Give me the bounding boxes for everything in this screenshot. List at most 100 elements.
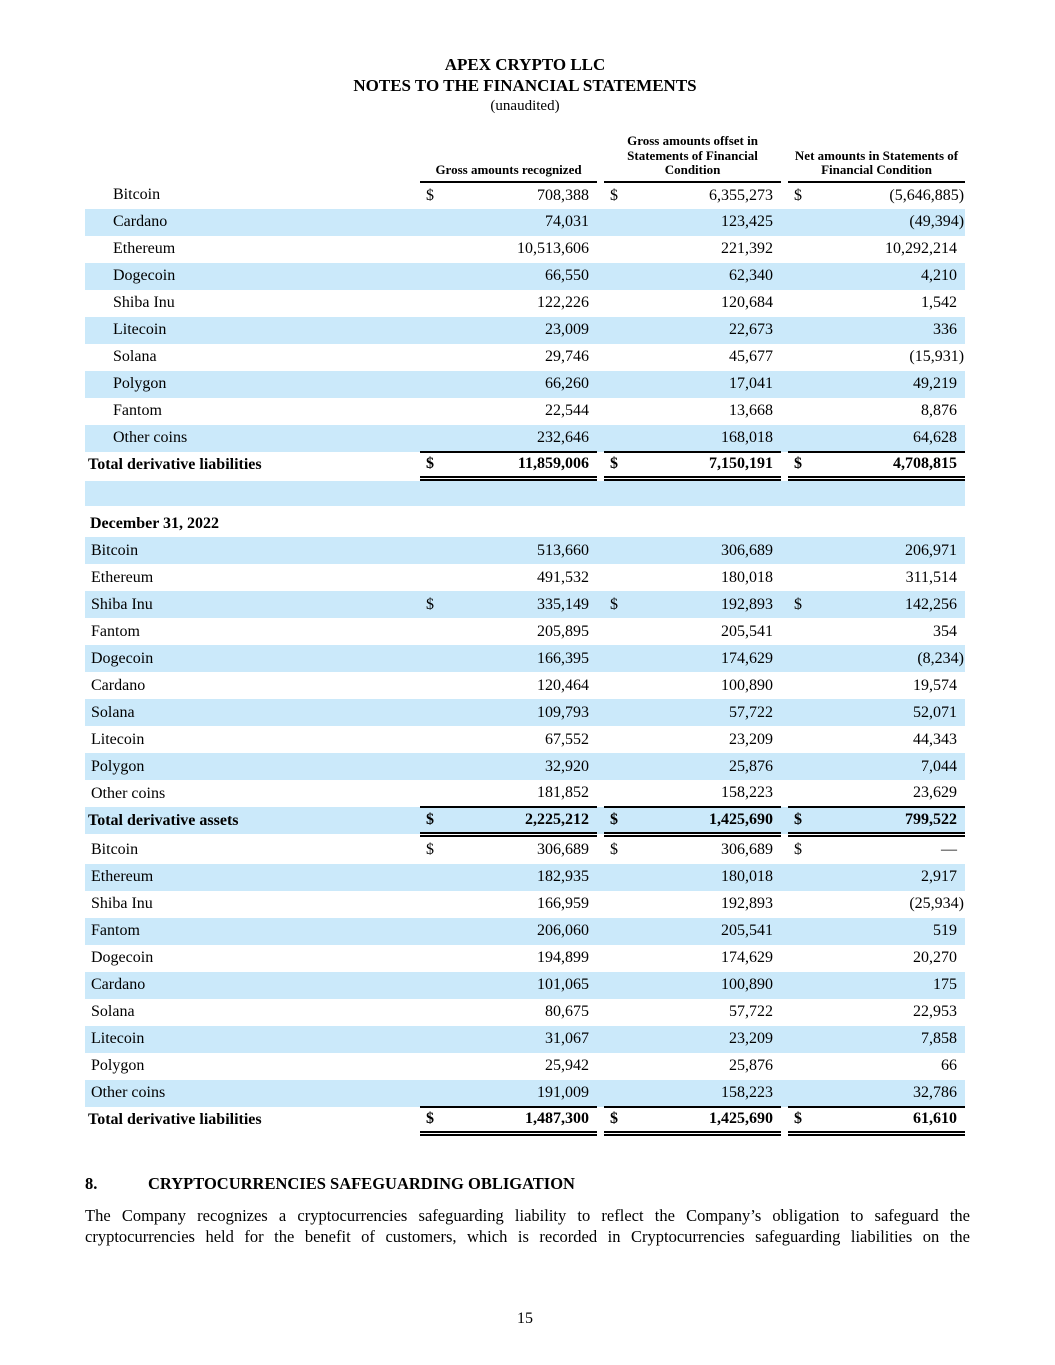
amount-cell: 10,292,214 [885, 240, 958, 257]
row-label: Total derivative liabilities [88, 456, 262, 473]
column-gap [781, 837, 788, 864]
row-label: Fantom [113, 402, 162, 419]
currency-symbol: $ [610, 186, 619, 204]
currency-symbol [604, 891, 636, 918]
column-gap [781, 1079, 788, 1107]
currency-symbol [788, 208, 821, 236]
amount-cell: 4,708,815 [820, 451, 966, 481]
column-gap [597, 945, 604, 972]
currency-symbol [420, 1025, 452, 1053]
row-label: Cardano [85, 208, 420, 236]
column-gap [597, 452, 604, 479]
currency-symbol [788, 917, 820, 945]
currency-symbol [604, 672, 636, 699]
column-header: Net amounts in Statements of Financial C… [788, 134, 966, 183]
amount-cell: 4,210 [820, 262, 966, 290]
amount-cell: 66,260 [452, 370, 598, 398]
currency-symbol [604, 564, 636, 591]
amount-cell: 25,942 [545, 1057, 589, 1074]
table-row: Dogecoin 194,899 174,629 20,270 [85, 945, 965, 972]
amount-cell: 23,629 [820, 780, 965, 808]
currency-symbol: $ [794, 841, 802, 858]
currency-symbol [604, 945, 636, 972]
column-gap [781, 645, 788, 672]
currency-symbol [604, 618, 636, 645]
currency-symbol: $ [420, 1106, 452, 1136]
column-gap [781, 999, 788, 1026]
column-gap [597, 999, 604, 1026]
amount-cell: 311,514 [905, 568, 957, 586]
column-gap [597, 645, 604, 672]
amount-cell: 232,646 [452, 424, 598, 453]
column-gap [781, 1107, 788, 1134]
currency-symbol [420, 672, 452, 699]
table-row: Bitcoin $708,388 $6,355,273 $ (5,646,885) [85, 182, 965, 209]
amount-cell: 8,876 [921, 402, 958, 419]
row-label: Shiba Inu [85, 591, 420, 618]
currency-symbol [604, 537, 636, 564]
column-gap [781, 564, 788, 591]
column-gap [597, 1079, 604, 1107]
currency-symbol [420, 1053, 452, 1080]
amount-cell: 205,541 [636, 917, 781, 945]
column-gap [781, 398, 788, 425]
currency-symbol [420, 945, 452, 972]
currency-symbol [604, 398, 636, 425]
currency-symbol [420, 262, 452, 290]
amount-cell: 180,018 [636, 863, 781, 891]
currency-symbol [788, 726, 820, 753]
currency-symbol: $ [604, 591, 636, 618]
amount-cell: 19,574 [913, 676, 957, 694]
table-row: Polygon 66,260 17,041 49,219 [85, 370, 966, 398]
currency-symbol [788, 753, 820, 780]
amount-cell: 67,552 [545, 730, 589, 748]
unaudited-label: (unaudited) [490, 98, 560, 114]
document-page: APEX CRYPTO LLC NOTES TO THE FINANCIAL S… [85, 55, 970, 1327]
amount-cell: 799,522 [820, 807, 965, 837]
currency-symbol [604, 971, 636, 999]
amount-cell: 52,071 [820, 699, 965, 726]
column-gap [781, 726, 788, 753]
table-row: Shiba Inu 122,226 120,684 1,542 [85, 290, 965, 317]
column-gap [781, 424, 789, 452]
table-row: Litecoin 67,552 23,209 44,343 [85, 726, 965, 753]
currency-symbol [604, 262, 637, 290]
column-gap [597, 424, 605, 452]
date-heading: December 31, 2022 [90, 515, 219, 532]
table-row: Dogecoin 166,395 174,629 (8,234) [85, 645, 965, 672]
amount-cell: 120,684 [721, 294, 774, 311]
amount-cell: 175 [820, 971, 965, 999]
currency-symbol: $ [788, 591, 820, 618]
column-gap [597, 780, 604, 807]
amount-cell: 205,541 [721, 622, 773, 640]
column-gap [597, 564, 604, 591]
amount-cell: 1,425,690 [636, 807, 781, 837]
currency-symbol [420, 971, 452, 999]
column-gap [781, 971, 788, 999]
amount-cell: 22,673 [636, 316, 782, 344]
currency-symbol: $ [426, 186, 434, 204]
column-gap [597, 1053, 604, 1080]
table-row: Cardano 101,065 100,890 175 [85, 971, 965, 999]
table-row: Litecoin 31,067 23,209 7,858 [85, 1025, 965, 1053]
currency-symbol [788, 1025, 820, 1053]
column-gap [597, 208, 605, 236]
section-number: 8. [85, 1174, 98, 1193]
currency-symbol [420, 370, 452, 398]
amount-cell: 11,859,006 [452, 451, 598, 481]
total-row: Total derivative liabilities $1,487,300 $1… [85, 1106, 965, 1136]
amount-cell: 10,513,606 [517, 240, 590, 257]
row-label: Litecoin [85, 316, 420, 344]
currency-symbol [420, 917, 452, 945]
table-row: Solana 80,675 57,722 22,953 [85, 999, 965, 1026]
amount-cell: 192,893 [636, 591, 781, 618]
table-row: Bitcoin 513,660 306,689 206,971 [85, 537, 965, 564]
column-gap [781, 945, 788, 972]
row-label: Solana [85, 699, 420, 726]
currency-symbol [604, 726, 636, 753]
table-row: Ethereum 491,532 180,018 311,514 [85, 564, 965, 591]
row-label: Other coins [85, 1079, 420, 1107]
currency-symbol [420, 891, 452, 918]
currency-symbol [604, 1079, 636, 1108]
amount-cell: (8,234) [820, 645, 965, 672]
